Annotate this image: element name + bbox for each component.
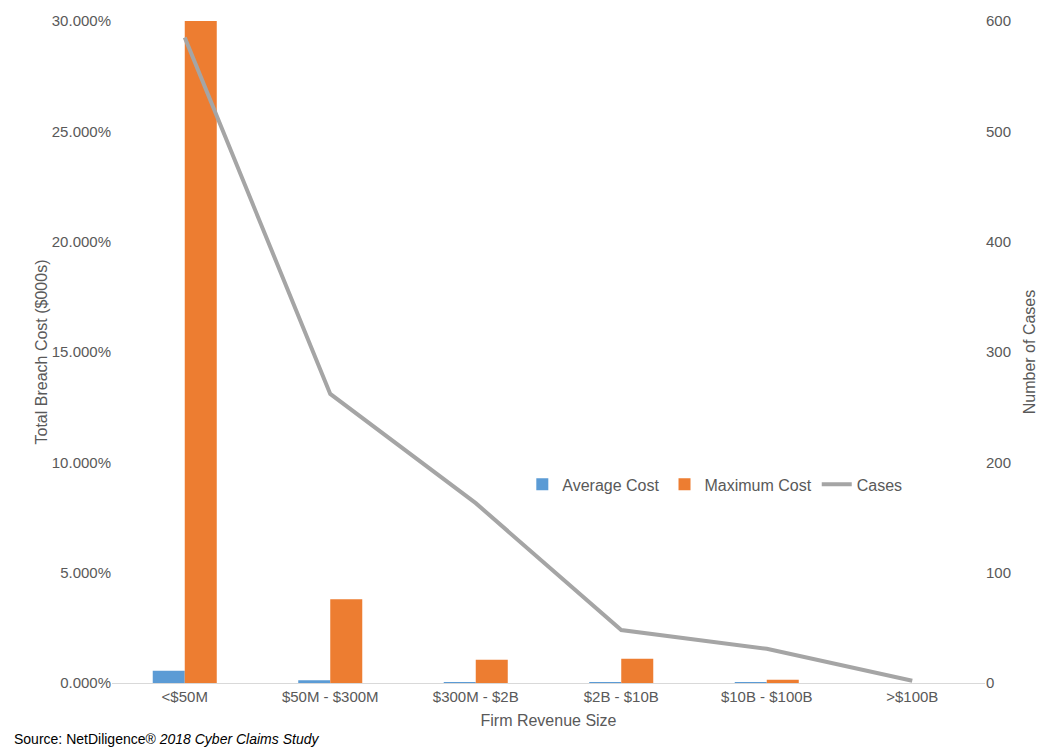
svg-text:30.000%: 30.000% [52, 12, 111, 29]
svg-text:<$50M: <$50M [162, 688, 208, 705]
svg-text:Maximum Cost: Maximum Cost [705, 477, 812, 494]
svg-text:$10B - $100B: $10B - $100B [721, 688, 813, 705]
svg-text:$300M - $2B: $300M - $2B [433, 688, 519, 705]
svg-text:15.000%: 15.000% [52, 343, 111, 360]
svg-text:Firm Revenue Size: Firm Revenue Size [480, 712, 616, 729]
svg-text:400: 400 [986, 233, 1011, 250]
svg-text:500: 500 [986, 123, 1011, 140]
svg-text:Number of Cases: Number of Cases [1021, 290, 1038, 415]
svg-text:Cases: Cases [857, 477, 902, 494]
svg-text:Total Breach Cost ($000s): Total Breach Cost ($000s) [33, 260, 50, 445]
svg-text:100: 100 [986, 564, 1011, 581]
svg-text:200: 200 [986, 454, 1011, 471]
svg-text:0: 0 [986, 674, 994, 691]
svg-text:$2B - $10B: $2B - $10B [584, 688, 659, 705]
svg-text:Average Cost: Average Cost [562, 477, 659, 494]
svg-text:10.000%: 10.000% [52, 454, 111, 471]
svg-text:0.000%: 0.000% [60, 674, 111, 691]
svg-text:$50M - $300M: $50M - $300M [282, 688, 379, 705]
svg-text:5.000%: 5.000% [60, 564, 111, 581]
svg-text:>$100B: >$100B [886, 688, 938, 705]
svg-text:Source: NetDiligence® 2018 Cyb: Source: NetDiligence® 2018 Cyber Claims … [14, 731, 319, 747]
svg-text:600: 600 [986, 12, 1011, 29]
svg-text:25.000%: 25.000% [52, 123, 111, 140]
svg-text:20.000%: 20.000% [52, 233, 111, 250]
svg-text:300: 300 [986, 343, 1011, 360]
